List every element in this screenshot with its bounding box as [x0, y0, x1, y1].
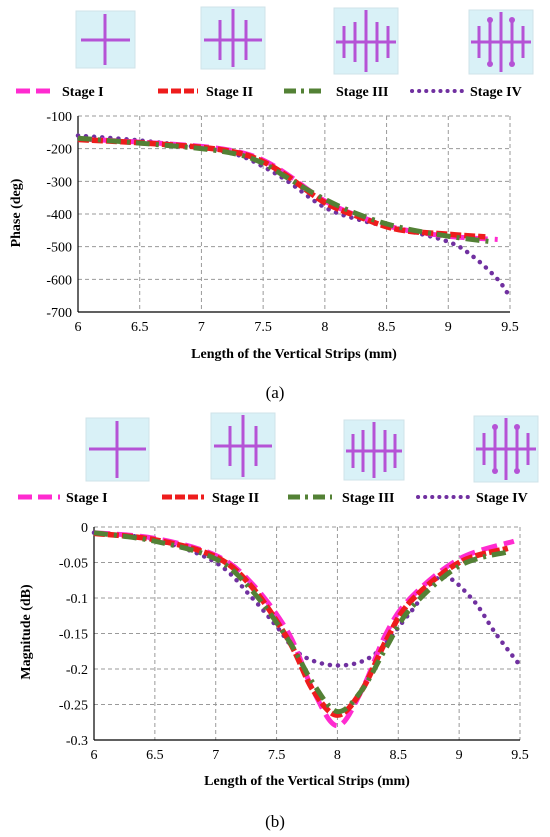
unit-cell-icon-stage-ii	[200, 6, 266, 70]
x-tick-label: 6.5	[131, 320, 149, 335]
y-tick-label: -100	[46, 110, 72, 125]
x-tick-label: 9.5	[501, 320, 519, 335]
panel-a: Stage I Stage II Stage III Stage IV 6 6.5…	[9, 6, 534, 402]
x-tick-label: 7	[198, 320, 205, 335]
unit-cell-icon-stage-i	[85, 417, 150, 482]
y-axis-label-b: Magnitude (dB)	[19, 584, 34, 680]
x-tick-label: 7.5	[268, 748, 286, 763]
x-tick-label: 6	[75, 320, 82, 335]
x-tick-label: 9.5	[511, 748, 529, 763]
x-axis-label-b: Length of the Vertical Strips (mm)	[204, 774, 410, 789]
plot-area-a: 6 6.5 7 7.5 8 8.5 9 9.5 -700 -600 -500 -400 -300 -200…	[46, 110, 518, 335]
y-tick-label: -0.25	[59, 699, 88, 714]
y-tick-label: -300	[46, 175, 72, 190]
caption-b: (b)	[265, 812, 285, 831]
x-tick-label: 8.5	[378, 320, 396, 335]
unit-cell-icon-stage-iv	[473, 415, 539, 483]
y-tick-label: -600	[46, 273, 72, 288]
legend-label-stage-ii: Stage II	[212, 491, 259, 506]
unit-cell-icon-stage-iv	[468, 9, 534, 75]
x-axis-label-a: Length of the Vertical Strips (mm)	[191, 347, 397, 362]
series-line-stage-ii	[77, 136, 486, 240]
legend-label-stage-iii: Stage III	[342, 491, 395, 506]
unit-cell-icon-stage-ii	[210, 412, 276, 480]
legend-label-stage-iii: Stage III	[336, 85, 389, 100]
x-tick-label: 8.5	[390, 748, 408, 763]
series-line-stage-iv	[75, 133, 513, 300]
legend-label-stage-iv: Stage IV	[476, 491, 528, 506]
y-tick-label: 0	[81, 521, 88, 536]
y-tick-label: -700	[46, 306, 72, 321]
x-tick-label: 9	[445, 320, 452, 335]
panel-b: Stage I Stage II Stage III Stage IV 6 6.5…	[18, 412, 539, 831]
y-tick-label: -0.05	[59, 557, 88, 572]
legend-label-stage-i: Stage I	[62, 85, 104, 100]
legend-a: Stage I Stage II Stage III Stage IV	[16, 85, 522, 100]
x-tick-label: 6	[91, 748, 98, 763]
x-tick-label: 7.5	[254, 320, 272, 335]
x-tick-label: 8	[334, 748, 341, 763]
series-line-stage-i	[77, 136, 498, 242]
legend-label-stage-ii: Stage II	[206, 85, 253, 100]
series-line-stage-iv	[91, 530, 523, 668]
series-line-stage-iii	[93, 530, 509, 715]
legend-b: Stage I Stage II Stage III Stage IV	[18, 491, 528, 506]
x-tick-label: 9	[456, 748, 463, 763]
plot-area-b: 6 6.5 7 7.5 8 8.5 9 9.5 -0.3 -0.25 -0.2 -0.15 -0.1 -0…	[59, 521, 529, 763]
y-axis-label-a: Phase (deg)	[9, 178, 24, 247]
series-line-stage-iii	[77, 135, 492, 245]
series-line-stage-i	[93, 530, 515, 729]
unit-cell-icon-stage-iii	[333, 7, 399, 75]
y-tick-label: -0.15	[59, 628, 88, 643]
x-tick-label: 8	[321, 320, 328, 335]
y-tick-label: -0.1	[66, 592, 88, 607]
y-tick-label: -0.3	[66, 734, 88, 749]
legend-label-stage-i: Stage I	[66, 491, 108, 506]
y-tick-label: -0.2	[66, 663, 88, 678]
y-tick-label: -400	[46, 208, 72, 223]
legend-label-stage-iv: Stage IV	[470, 85, 522, 100]
caption-a: (a)	[266, 383, 285, 402]
x-tick-label: 6.5	[146, 748, 164, 763]
y-tick-label: -500	[46, 241, 72, 256]
y-tick-label: -200	[46, 143, 72, 158]
x-tick-label: 7	[212, 748, 219, 763]
unit-cell-icon-stage-iii	[343, 419, 405, 481]
unit-cell-icon-stage-i	[75, 10, 136, 69]
series-line-stage-ii	[93, 530, 509, 718]
